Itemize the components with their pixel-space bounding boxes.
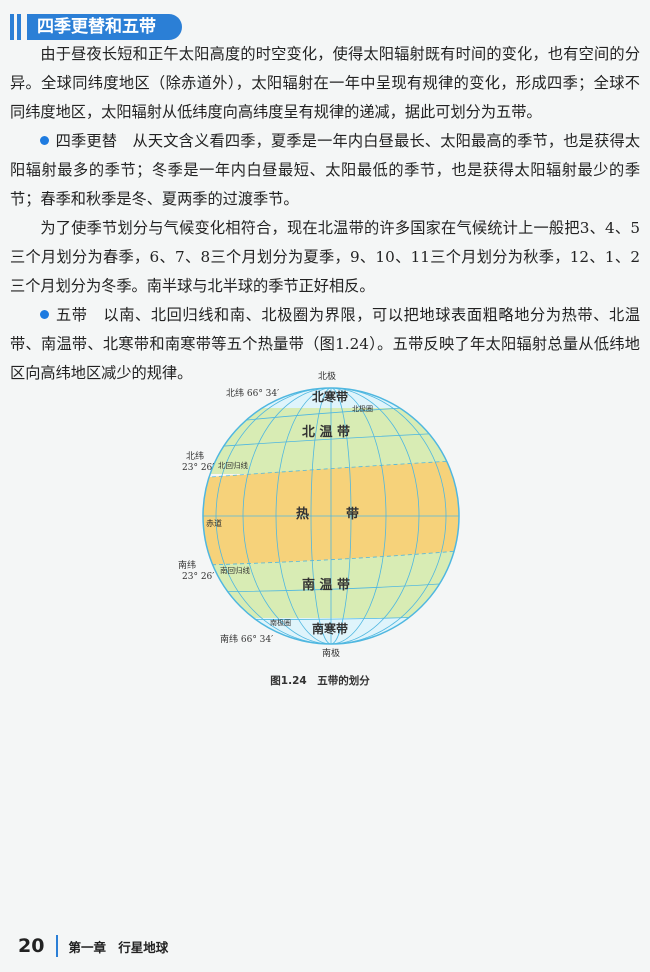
label-north-pole: 北极 [318,372,337,382]
label-south-frigid: 南寒带 [312,622,349,636]
label-south-pole: 南极 [322,649,341,659]
label-lat-n66: 北纬 66° 34′ [226,389,280,399]
label-north-temperate: 北 温 带 [302,425,351,440]
label-tropic-capricorn: 南回归线 [220,566,250,575]
bullet-icon [40,136,50,145]
label-lat-n23-a: 北纬 [186,452,205,462]
header-bar [10,14,14,40]
label-north-frigid: 北寒带 [312,390,349,404]
label-lat-s23-a: 南纬 [178,561,197,571]
paragraph-text: 从天文含义看四季，夏季是一年内白昼最长、太阳最高的季节，也是获得太阳辐射最多的季… [10,132,641,208]
footer-divider [56,935,59,957]
section-header: 四季更替和五带 [10,14,182,40]
paragraph-text: 以南、北回归线和南、北极圈为界限，可以把地球表面粗略地分为热带、北温带、南温带、… [10,306,641,382]
label-lat-s23-b: 23° 26′ [182,572,215,582]
bullet-term: 四季更替 [55,132,118,150]
figure-caption: 图1.24 五带的划分 [270,675,370,687]
label-arctic-circle: 北极圈 [352,405,373,413]
label-antarctic-circle: 南极圈 [270,619,291,627]
paragraph: 为了使季节划分与气候变化相符合，现在北温带的许多国家在气候统计上一般把3、4、5… [10,219,640,295]
label-south-temperate: 南 温 带 [302,578,351,593]
bullet-icon [40,310,50,319]
section-title: 四季更替和五带 [27,14,182,40]
south-temperate-zone [203,550,459,620]
page-footer: 20 第一章 行星地球 [18,935,168,957]
label-lat-s66: 南纬 66° 34′ [220,635,274,645]
globe-diagram [202,387,460,645]
label-torrid-a: 热 [296,507,310,522]
torrid-zone [203,460,459,566]
label-tropic-cancer: 北回归线 [218,461,248,470]
body-text: 由于昼夜长短和正午太阳高度的时空变化，使得太阳辐射既有时间的变化，也有空间的分异… [10,40,640,388]
globe-outline [202,387,460,645]
label-equator: 赤道 [206,519,222,528]
header-bar [17,14,21,40]
paragraph-zones: 五带 以南、北回归线和南、北极圈为界限，可以把地球表面粗略地分为热带、北温带、南… [10,301,640,388]
bullet-term: 五带 [55,306,88,324]
label-torrid-b: 带 [346,507,360,522]
figure-five-zones: 北极 北纬 66° 34′ 北寒带 北极圈 北 温 带 北纬 23° 26′ 北… [170,360,470,690]
page-number: 20 [18,935,45,957]
label-lat-n23-b: 23° 26′ [182,463,215,473]
paragraph: 由于昼夜长短和正午太阳高度的时空变化，使得太阳辐射既有时间的变化，也有空间的分异… [10,45,640,121]
chapter-title: 第一章 行星地球 [68,939,169,955]
paragraph-seasons: 四季更替 从天文含义看四季，夏季是一年内白昼最长、太阳最高的季节，也是获得太阳辐… [10,127,640,214]
